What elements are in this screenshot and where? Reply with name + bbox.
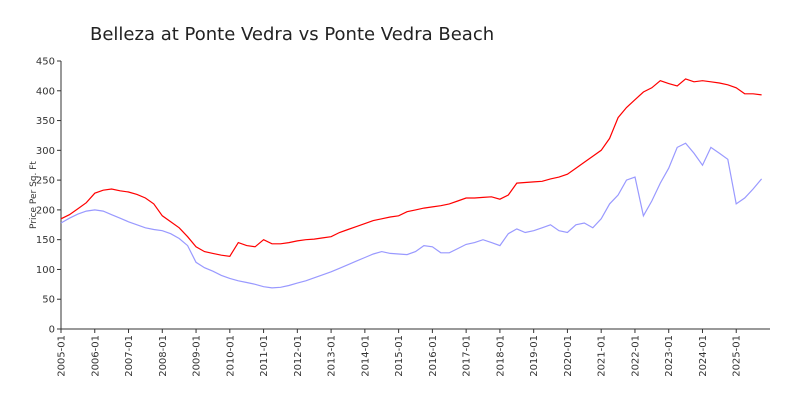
y-axis-label: Price Per Sq. Ft: [29, 161, 39, 229]
x-tick-label: 2021-01: [597, 335, 608, 377]
x-tick-label: 2006-01: [90, 335, 101, 377]
x-tick-label: 2024-01: [698, 335, 709, 377]
y-tick-label: 0: [49, 325, 55, 336]
x-tick-label: 2013-01: [327, 335, 338, 377]
x-tick-label: 2005-01: [57, 335, 68, 377]
series-line: [60, 142, 763, 289]
x-tick-label: 2015-01: [394, 335, 405, 377]
x-tick-label: 2025-01: [732, 335, 743, 377]
y-tick-label: 250: [36, 176, 55, 187]
x-tick-label: 2016-01: [428, 335, 439, 377]
y-tick-label: 50: [42, 295, 55, 306]
y-tick-label: 350: [36, 116, 55, 127]
x-tick-label: 2022-01: [630, 335, 641, 377]
x-tick-label: 2011-01: [259, 335, 270, 377]
y-tick-label: 100: [36, 265, 55, 276]
chart-title: Belleza at Ponte Vedra vs Ponte Vedra Be…: [90, 24, 494, 45]
x-tick-label: 2007-01: [124, 335, 135, 377]
x-tick-label: 2009-01: [192, 335, 203, 377]
x-tick-label: 2010-01: [225, 335, 236, 377]
x-tick-label: 2023-01: [664, 335, 675, 377]
y-tick-label: 400: [36, 86, 55, 97]
y-tick-label: 200: [36, 205, 55, 216]
x-tick-label: 2008-01: [158, 335, 169, 377]
series-line: [60, 78, 762, 257]
x-tick-label: 2014-01: [360, 335, 371, 377]
y-tick-label: 150: [36, 235, 55, 246]
x-tick-label: 2020-01: [563, 335, 574, 377]
x-tick-label: 2018-01: [495, 335, 506, 377]
x-tick-label: 2017-01: [462, 335, 473, 377]
x-tick-label: 2019-01: [529, 335, 540, 377]
x-tick-label: 2012-01: [293, 335, 304, 377]
y-tick-label: 450: [36, 57, 55, 68]
y-tick-label: 300: [36, 146, 55, 157]
